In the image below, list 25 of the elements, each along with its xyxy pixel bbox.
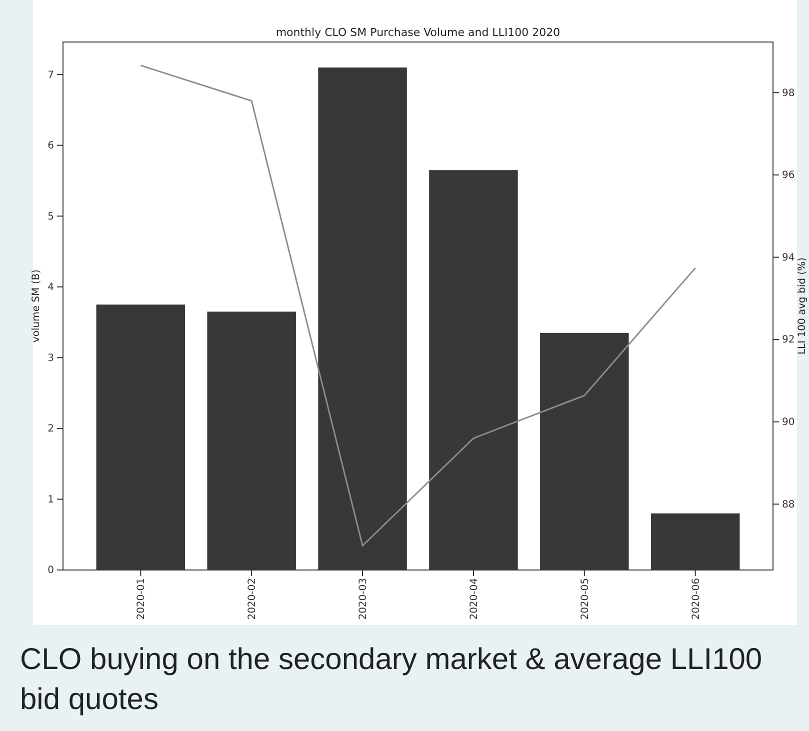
y-tick-label: 7: [48, 70, 54, 81]
x-tick-label: 2020-01: [136, 578, 148, 620]
y2-tick-label: 90: [782, 417, 795, 428]
y-axis-title: volume SM (B): [31, 269, 42, 343]
x-tick-label: 2020-05: [580, 578, 591, 620]
y2-tick-label: 92: [782, 334, 795, 346]
chart-title: monthly CLO SM Purchase Volume and LLI100 2020: [276, 26, 560, 39]
x-tick-label: 2020-03: [358, 578, 370, 620]
y2-tick-label: 98: [782, 88, 795, 99]
y-tick-label: 6: [48, 140, 54, 152]
x-tick-label: 2020-04: [468, 578, 480, 620]
y-tick-label: 2: [48, 424, 54, 435]
y-tick-label: 4: [48, 282, 54, 294]
y-tick-label: 0: [48, 565, 54, 576]
y2-axis-title: LLI 100 avg bid (%): [797, 257, 808, 355]
y2-tick-label: 94: [782, 252, 795, 264]
y2-tick-label: 96: [782, 170, 795, 182]
y2-tick-label: 88: [782, 499, 795, 510]
y-tick-label: 1: [48, 494, 54, 506]
y-tick-label: 5: [48, 211, 54, 222]
line-series: [140, 64, 696, 546]
y-tick-label: 3: [48, 352, 54, 364]
text: CLO buying on the secondary market & average LLI100 bid quotes: [20, 642, 764, 718]
x-tick-label: 2020-06: [690, 578, 702, 620]
x-tick-label: 2020-02: [247, 578, 258, 620]
